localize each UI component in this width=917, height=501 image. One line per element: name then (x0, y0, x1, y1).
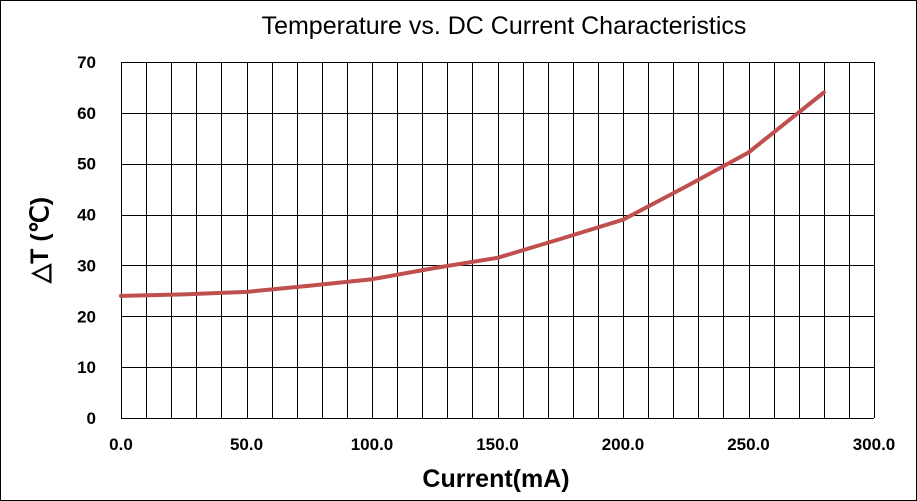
y-tick-label: 40 (77, 206, 96, 225)
x-tick-label: 250.0 (727, 435, 770, 454)
y-tick-label: 0 (87, 409, 96, 428)
grid (121, 62, 875, 419)
chart-title: Temperature vs. DC Current Characteristi… (262, 12, 747, 40)
y-tick-label: 70 (77, 53, 96, 72)
x-axis-label: Current(mA) (422, 465, 569, 493)
x-tick-label: 200.0 (602, 435, 645, 454)
y-tick-label: 10 (77, 358, 96, 377)
x-tick-label: 150.0 (476, 435, 519, 454)
x-tick-label: 100.0 (351, 435, 394, 454)
x-tick-label: 0.0 (109, 435, 133, 454)
y-tick-labels: 0 10 20 30 40 50 60 70 (77, 53, 96, 428)
y-tick-label: 30 (77, 256, 96, 275)
x-tick-label: 300.0 (853, 435, 896, 454)
x-tick-label: 50.0 (230, 435, 263, 454)
x-tick-labels: 0.0 50.0 100.0 150.0 200.0 250.0 300.0 (109, 435, 895, 454)
series-group (119, 90, 826, 298)
y-tick-label: 50 (77, 155, 96, 174)
y-tick-label: 60 (77, 104, 96, 123)
series-line (119, 90, 826, 298)
y-axis-label: △T (℃) (26, 197, 54, 284)
y-tick-label: 20 (77, 307, 96, 326)
